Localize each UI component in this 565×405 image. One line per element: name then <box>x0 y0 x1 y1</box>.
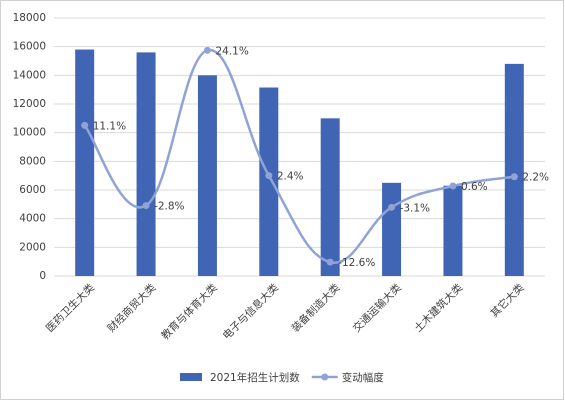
line-marker <box>81 121 89 129</box>
bar <box>197 75 217 276</box>
line-marker <box>203 46 211 54</box>
bar <box>382 182 402 276</box>
data-label: 24.1% <box>215 45 248 57</box>
bar <box>443 185 463 276</box>
data-label: 0.6% <box>461 181 488 193</box>
y-tick-label: 0 <box>39 270 46 282</box>
y-tick-label: 18000 <box>13 12 46 24</box>
legend-swatch <box>180 373 202 381</box>
line-marker <box>510 173 518 181</box>
y-tick-label: 16000 <box>13 41 46 53</box>
bar <box>136 52 156 277</box>
line-marker <box>142 202 150 210</box>
data-label: 11.1% <box>93 120 126 132</box>
y-tick-label: 2000 <box>19 241 46 253</box>
legend-label: 变动幅度 <box>342 371 384 384</box>
line-marker <box>265 172 273 180</box>
y-tick-label: 10000 <box>13 127 46 139</box>
line-marker <box>326 258 334 266</box>
data-label: -12.6% <box>338 257 375 269</box>
y-tick-label: 4000 <box>19 213 46 225</box>
data-label: 2.4% <box>277 171 304 183</box>
y-tick-label: 14000 <box>13 69 46 81</box>
y-tick-label: 6000 <box>19 184 46 196</box>
bar <box>320 118 340 276</box>
line-marker <box>388 203 396 211</box>
bar <box>504 63 524 276</box>
legend-swatch <box>321 373 329 381</box>
bar <box>259 87 279 277</box>
data-label: -2.8% <box>154 201 184 213</box>
y-tick-label: 8000 <box>19 155 46 167</box>
data-label: 2.2% <box>522 172 549 184</box>
legend-label: 2021年招生计划数 <box>210 371 300 384</box>
y-tick-label: 12000 <box>13 98 46 110</box>
data-label: -3.1% <box>400 202 430 214</box>
line-marker <box>449 182 457 190</box>
bar <box>75 49 95 277</box>
